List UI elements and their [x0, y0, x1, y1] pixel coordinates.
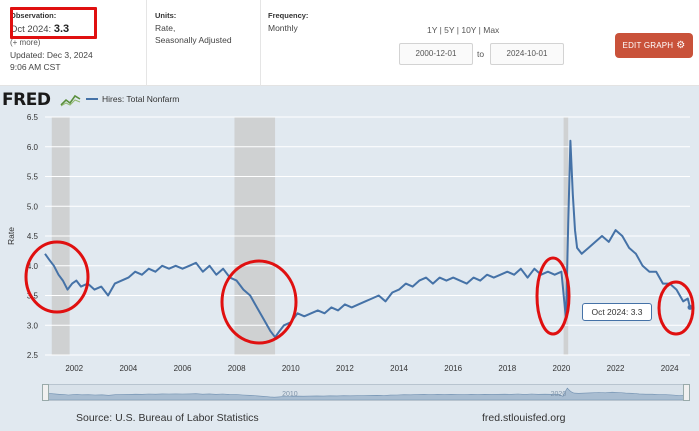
range-selector[interactable]: 1Y | 5Y | 10Y | Max [427, 25, 500, 35]
observation-block: Observation: Oct 2024: 3.3 (+ more) Upda… [10, 10, 150, 73]
units-line-2: Seasonally Adjusted [155, 35, 232, 45]
legend-swatch [86, 98, 98, 100]
frequency-block: Frequency: Monthly [268, 10, 308, 34]
x-tick-label: 2014 [390, 364, 408, 373]
data-tooltip: Oct 2024: 3.3 [582, 303, 652, 321]
x-tick-label: 2016 [444, 364, 462, 373]
y-tick-label: 4.5 [27, 232, 39, 241]
units-label: Units: [155, 11, 177, 20]
annotation-circle [24, 240, 90, 314]
x-tick-label: 2008 [228, 364, 246, 373]
y-tick-label: 5.5 [27, 173, 39, 182]
fred-logo[interactable]: FRED [2, 90, 51, 110]
y-tick-label: 6.5 [27, 113, 39, 122]
chart-area [0, 86, 699, 431]
observation-date: Oct 2024: [10, 24, 52, 35]
x-tick-label: 2006 [174, 364, 192, 373]
units-block: Units: Rate, Seasonally Adjusted [155, 10, 232, 46]
frequency-label: Frequency: [268, 11, 309, 20]
observation-value-line: Oct 2024: 3.3 [10, 23, 150, 36]
observation-value: 3.3 [53, 23, 70, 35]
annotation-circle [535, 256, 571, 336]
annotation-circle [220, 259, 298, 345]
x-tick-label: 2020 [553, 364, 571, 373]
navigator-series-area [46, 387, 686, 400]
navigator-year-label: 2020 [551, 391, 567, 398]
date-from-input[interactable]: 2000-12-01 [399, 43, 473, 65]
x-tick-label: 2022 [607, 364, 625, 373]
observation-highlight-box [10, 7, 97, 39]
x-tick-label: 2012 [336, 364, 354, 373]
date-to-label: to [477, 49, 485, 59]
annotation-circle [657, 280, 695, 336]
edit-graph-button[interactable]: EDIT GRAPH ⚙ [615, 33, 693, 58]
x-tick-label: 2018 [498, 364, 516, 373]
site-url[interactable]: fred.stlouisfed.org [482, 412, 566, 424]
y-tick-label: 6.0 [27, 143, 39, 152]
frequency-value: Monthly [268, 23, 298, 33]
edit-graph-label: EDIT GRAPH [622, 41, 674, 50]
y-tick-label: 5.0 [27, 202, 39, 211]
last-point-marker [687, 304, 693, 310]
navigator-left-handle[interactable] [42, 384, 49, 401]
navigator-right-handle[interactable] [683, 384, 690, 401]
observation-label: Observation: [10, 11, 57, 20]
header-divider [146, 0, 147, 86]
chart-legend[interactable]: Hires: Total Nonfarm [86, 94, 179, 104]
tooltip-date: Oct 2024: [591, 307, 629, 317]
gear-icon: ⚙ [676, 40, 686, 51]
x-tick-label: 2024 [661, 364, 679, 373]
updated-date: Updated: Dec 3, 2024 [10, 50, 93, 60]
x-tick-label: 2010 [282, 364, 300, 373]
y-axis-label: Rate [6, 227, 16, 245]
units-line-1: Rate, [155, 23, 176, 33]
y-tick-label: 3.5 [27, 292, 39, 301]
navigator-year-label: 2010 [282, 391, 298, 398]
updated-time: 9:06 AM CST [10, 62, 61, 72]
series-header: Observation: Oct 2024: 3.3 (+ more) Upda… [0, 0, 699, 86]
range-navigator[interactable]: 2010 2020 [45, 384, 687, 401]
series-line [44, 139, 691, 339]
source-note: Source: U.S. Bureau of Labor Statistics [76, 412, 259, 424]
x-tick-label: 2002 [65, 364, 83, 373]
x-tick-label: 2004 [119, 364, 137, 373]
header-divider [260, 0, 261, 86]
y-tick-label: 2.5 [27, 351, 39, 360]
date-to-input[interactable]: 2024-10-01 [490, 43, 564, 65]
navigator-sparkline: 2010 2020 [46, 387, 686, 400]
y-tick-label: 4.0 [27, 262, 39, 271]
logo-graph-icon [60, 94, 81, 107]
observation-more-link[interactable]: (+ more) [10, 38, 41, 47]
tooltip-value: 3.3 [630, 307, 643, 317]
legend-series-name: Hires: Total Nonfarm [102, 94, 180, 104]
y-tick-label: 3.0 [27, 321, 39, 330]
